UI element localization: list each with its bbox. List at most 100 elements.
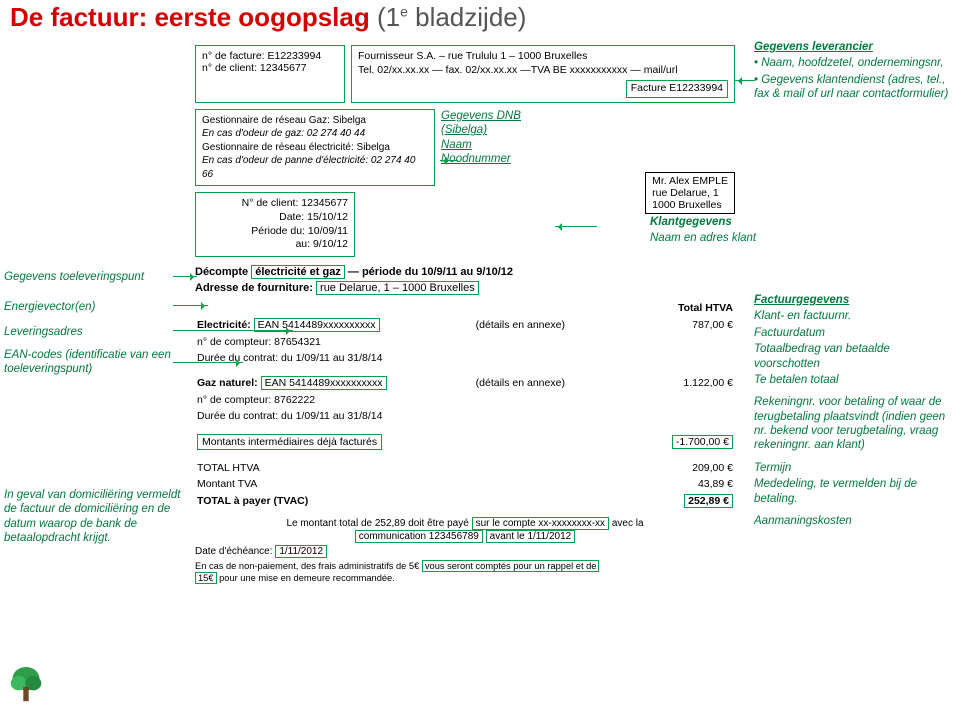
non-c: 15€ [195, 572, 217, 584]
elec-duree: Durée du contrat: du 1/09/11 au 31/8/14 [197, 351, 733, 365]
box-supplier: Fournisseur S.A. – rue Trululu 1 – 1000 … [351, 45, 735, 103]
fourniture-label: Adresse de fourniture: [195, 282, 313, 294]
slide-title: De factuur: eerste oogopslag (1e bladzij… [10, 2, 526, 33]
annot-fact-l2: Factuurdatum [754, 326, 954, 340]
callout-dnb: Gegevens DNB (Sibelga) Naam Noodnummer [441, 109, 546, 167]
footer-nonpaiement: En cas de non-paiement, des frais admini… [195, 560, 735, 584]
annot-fact-l8: Aanmaningskosten [754, 514, 954, 528]
arrow-dnb [440, 160, 458, 161]
intermed-label: Montants intermédiaires déjà facturés [197, 434, 382, 450]
callout-dnb-l2: (Sibelga) [441, 123, 546, 137]
decompte-prefix: Décompte [195, 266, 248, 278]
decompte-mid: électricité et gaz [251, 265, 345, 279]
elec-compteur: n° de compteur: 87654321 [197, 335, 733, 349]
annot-ean: EAN-codes (identificatie van een toeleve… [4, 348, 184, 377]
gaz-duree: Durée du contrat: du 1/09/11 au 31/8/14 [197, 409, 733, 423]
invoice-document: n° de facture: E12233994 n° de client: 1… [195, 45, 735, 584]
total-htva-v: 209,00 € [605, 461, 733, 475]
gaz-details: (détails en annexe) [476, 375, 604, 391]
footer-echeance: Date d'échéance: 1/11/2012 [195, 545, 735, 558]
facture-label-wrap: Facture E12233994 [358, 77, 728, 98]
row-gaz: Gaz naturel: EAN 5414489xxxxxxxxxx (déta… [197, 375, 733, 391]
fourniture-val: rue Delarue, 1 – 1000 Bruxelles [316, 281, 479, 295]
total-tva-l: Montant TVA [197, 477, 603, 491]
footer-p2a: communication 123456789 [355, 530, 483, 543]
title-main: De factuur: eerste oogopslag [10, 2, 370, 32]
client-no: n° de client: 12345677 [202, 62, 338, 74]
box-addr: Mr. Alex EMPLE rue Delarue, 1 1000 Bruxe… [645, 172, 735, 214]
footer-p1b: sur le compte xx-xxxxxxxx-xx [472, 517, 609, 530]
addr-l2: rue Delarue, 1 [652, 187, 728, 199]
client-l2: Date: 15/10/12 [202, 211, 348, 225]
annot-fact-l1: Klant- en factuurnr. [754, 309, 954, 323]
gaz-name: Gaz naturel: [197, 377, 258, 389]
footer-payment: Le montant total de 252,89 doit être pay… [195, 517, 735, 543]
client-l1: N° de client: 12345677 [202, 197, 348, 211]
dnb-l3: Gestionnaire de réseau électricité: Sibe… [202, 141, 428, 155]
addr-l1: Mr. Alex EMPLE [652, 175, 728, 187]
arrow-lev [735, 80, 755, 81]
annot-energievector: Energievector(en) [4, 300, 184, 314]
non-b: vous seront comptés pour un rappel et de [422, 560, 600, 572]
annot-fact-l6: Termijn [754, 461, 954, 475]
gaz-ean: EAN 5414489xxxxxxxxxx [261, 376, 387, 390]
total-tvac-v: 252,89 € [684, 494, 733, 508]
title-sub: (1e bladzijde) [377, 2, 526, 32]
client-l3: Période du: 10/09/11 [202, 225, 348, 239]
arrow-leveradr [173, 330, 293, 331]
arrow-toelev [173, 276, 197, 277]
dnb-l2: En cas d'odeur de gaz: 02 274 40 44 [202, 127, 428, 141]
doc-row1: n° de facture: E12233994 n° de client: 1… [195, 45, 735, 103]
box-client: N° de client: 12345677 Date: 15/10/12 Pé… [195, 192, 355, 257]
box-facture-client-no: n° de facture: E12233994 n° de client: 1… [195, 45, 345, 103]
total-tva-v: 43,89 € [605, 477, 733, 491]
arrow-ean [173, 362, 243, 363]
annot-leverancier: Gegevens leverancier Naam, hoofdzetel, o… [754, 40, 954, 102]
annot-factuur: Factuurgegevens Klant- en factuurnr. Fac… [754, 293, 954, 528]
callout-dnb-l1: Gegevens DNB [441, 109, 546, 123]
non-a: En cas de non-paiement, des frais admini… [195, 561, 419, 571]
arrow-vector [173, 305, 208, 306]
annot-fact-l5: Rekeningnr. voor betaling of waar de ter… [754, 395, 954, 453]
elec-amount: 787,00 € [605, 317, 733, 333]
facture-no: n° de facture: E12233994 [202, 50, 338, 62]
annot-fact-l4: Te betalen totaal [754, 373, 954, 387]
decompte: Décompte électricité et gaz — période du… [195, 265, 735, 584]
intermed-amount: -1.700,00 € [672, 435, 733, 449]
eche-val: 1/11/2012 [275, 545, 327, 558]
row-intermed: Montants intermédiaires déjà facturés -1… [197, 433, 733, 451]
supplier-l1: Fournisseur S.A. – rue Trululu 1 – 1000 … [358, 50, 728, 64]
client-l4: au: 9/10/12 [202, 238, 348, 252]
col-htva: Total HTVA [678, 302, 733, 314]
arrow-klant [555, 226, 597, 227]
dnb-l4: En cas d'odeur de panne d'électricité: 0… [202, 154, 428, 181]
annot-lev-b1: Naam, hoofdzetel, ondernemingsnr, [754, 56, 954, 70]
box-dnb: Gestionnaire de réseau Gaz: Sibelga En c… [195, 109, 435, 187]
callout-dnb-l3: Naam [441, 138, 546, 152]
total-htva-l: TOTAL HTVA [197, 461, 603, 475]
facture-label: Facture E12233994 [626, 80, 728, 98]
tree-icon [8, 665, 44, 705]
addr-l3: 1000 Bruxelles [652, 199, 728, 211]
footer-p1c: avec la [612, 518, 644, 529]
annot-fact-hdr: Factuurgegevens [754, 293, 954, 307]
elec-details: (détails en annexe) [476, 317, 604, 333]
annot-lev-b2: Gegevens klantendienst (adres, tel., fax… [754, 73, 954, 102]
non-d: pour une mise en demeure recommandée. [219, 573, 395, 583]
footer-p1a: Le montant total de 252,89 doit être pay… [286, 518, 468, 529]
dnb-l1: Gestionnaire de réseau Gaz: Sibelga [202, 114, 428, 128]
annot-fact-l3: Totaalbedrag van betaalde voorschotten [754, 342, 954, 371]
eche-label: Date d'échéance: [195, 546, 273, 557]
annot-toeleveringspunt: Gegevens toeleveringspunt [4, 270, 184, 284]
annot-lev-hdr: Gegevens leverancier [754, 40, 954, 54]
annot-fact-l7: Mededeling, te vermelden bij de betaling… [754, 477, 954, 506]
doc-row3: N° de client: 12345677 Date: 15/10/12 Pé… [195, 192, 735, 257]
gaz-compteur: n° de compteur: 8762222 [197, 393, 733, 407]
gaz-amount: 1.122,00 € [605, 375, 733, 391]
decompte-suffix: — période du 10/9/11 au 9/10/12 [348, 266, 513, 278]
annot-domiciliering: In geval van domiciliëring vermeldt de f… [4, 488, 184, 546]
footer-p2b: avant le 1/11/2012 [486, 530, 576, 543]
annot-leveringsadres: Leveringsadres [4, 325, 184, 339]
supplier-l2: Tel. 02/xx.xx.xx — fax. 02/xx.xx.xx —TVA… [358, 64, 728, 78]
total-tvac-l: TOTAL à payer (TVAC) [197, 495, 308, 507]
